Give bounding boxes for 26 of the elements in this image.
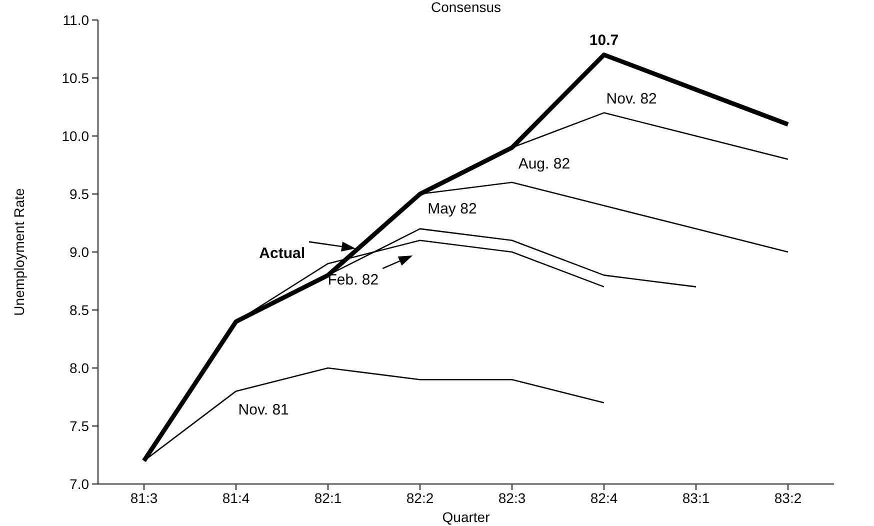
- series-label: May 82: [428, 200, 477, 218]
- x-tick-label: 82:2: [406, 490, 434, 506]
- x-axis-title: Quarter: [442, 509, 490, 525]
- x-tick-label: 83:1: [682, 490, 710, 506]
- x-tick-label: 82:4: [590, 490, 618, 506]
- y-tick-label: 7.0: [70, 476, 90, 492]
- x-tick-label: 83:2: [774, 490, 802, 506]
- chart-title: Consensus: [430, 0, 502, 15]
- data-label: 10.7: [589, 32, 619, 49]
- series-label: Nov. 81: [238, 401, 289, 418]
- y-tick-label: 8.5: [70, 302, 90, 318]
- y-tick-label: 10.5: [62, 70, 90, 86]
- y-axis-title: Unemployment Rate: [11, 188, 27, 316]
- y-tick-label: 10.0: [62, 128, 90, 144]
- y-tick-label: 11.0: [62, 12, 90, 28]
- series-label: Nov. 82: [606, 90, 657, 108]
- y-tick-label: 8.0: [70, 360, 90, 376]
- y-tick-label: 9.0: [70, 244, 90, 260]
- x-tick-label: 82:1: [314, 490, 342, 506]
- y-tick-label: 7.5: [70, 418, 90, 434]
- legend-label: Actual: [259, 244, 305, 262]
- x-tick-label: 81:4: [222, 490, 250, 506]
- y-tick-label: 9.5: [70, 186, 90, 202]
- x-tick-label: 81:3: [130, 490, 158, 506]
- x-tick-label: 82:3: [498, 490, 526, 506]
- series-label: Aug. 82: [518, 155, 570, 172]
